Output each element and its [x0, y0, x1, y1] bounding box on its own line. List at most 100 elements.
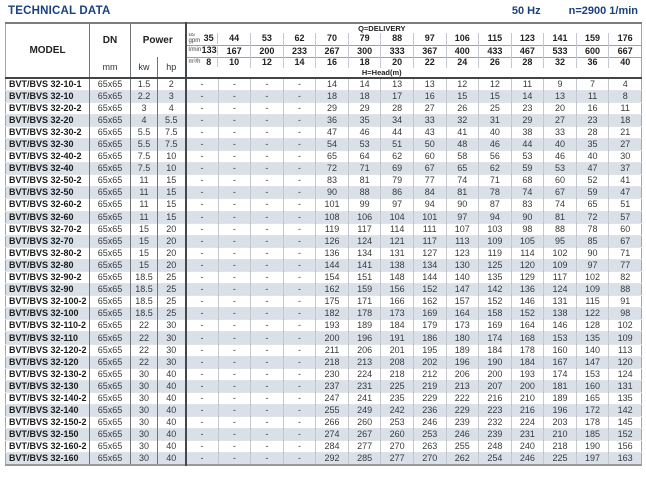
head-value-cell: -: [218, 114, 252, 127]
head-value-cell: 138: [380, 259, 414, 273]
head-value-cell: 185: [576, 428, 610, 442]
kw-cell: 22: [130, 331, 158, 345]
head-value-cell: 13: [380, 78, 414, 91]
head-value-cell: -: [283, 186, 317, 200]
gpm-cell: 106: [446, 33, 480, 45]
dn-cell: 65x65: [89, 259, 131, 273]
head-value-cell: 131: [543, 295, 577, 309]
head-value-cell: -: [185, 344, 219, 357]
head-value-cell: -: [283, 428, 317, 442]
head-value-cell: 134: [348, 247, 382, 260]
kw-cell: 4: [130, 114, 158, 127]
table-row: BVT/BVS 32-10-1 65x65 1.5 2- - - -14 14 13 13 12 12…: [5, 78, 642, 91]
hp-cell: 25: [157, 271, 187, 285]
head-value-cell: -: [218, 368, 252, 381]
model-cell: BVT/BVS 32-40: [5, 162, 90, 176]
head-value-cell: -: [250, 162, 284, 176]
head-value-cell: 230: [315, 368, 349, 381]
head-value-cell: -: [250, 368, 284, 381]
head-value-cell: -: [250, 428, 284, 442]
head-value-cell: 152: [413, 283, 447, 297]
head-value-cell: 95: [543, 235, 577, 248]
head-value-cell: -: [283, 211, 317, 224]
lmin-cell: 433: [478, 44, 512, 57]
head-value-cell: 284: [315, 440, 349, 454]
head-value-cell: 135: [608, 392, 642, 406]
head-value-cell: 20: [543, 102, 577, 115]
head-value-cell: 124: [543, 283, 577, 297]
head-value-cell: 239: [478, 428, 512, 442]
head-value-cell: -: [218, 162, 252, 176]
head-value-cell: -: [185, 392, 219, 406]
head-value-cell: 67: [413, 162, 447, 176]
head-value-cell: 71: [478, 174, 512, 188]
m3h-cell: 14: [283, 56, 317, 68]
model-cell: BVT/BVS 32-60: [5, 211, 90, 224]
head-value-cell: 83: [315, 174, 349, 188]
head-value-cell: 140: [446, 271, 480, 285]
head-value-cell: -: [283, 223, 317, 236]
head-value-cell: 41: [446, 126, 480, 139]
head-value-cell: -: [218, 440, 252, 454]
head-value-cell: -: [250, 247, 284, 260]
head-value-cell: 163: [608, 452, 642, 466]
gpm-unit-label: us gpm: [188, 33, 201, 44]
head-value-cell: -: [283, 78, 317, 91]
kw-cell: 18.5: [130, 283, 158, 297]
head-value-cell: 216: [511, 404, 545, 418]
table-row: BVT/BVS 32-130-2 65x65 30 40- - - -230 224 218 21…: [5, 368, 642, 381]
head-value-cell: 103: [478, 223, 512, 236]
head-value-cell: 53: [348, 138, 382, 152]
gpm-value: 35: [203, 33, 214, 44]
table-row: BVT/BVS 32-160-2 65x65 30 40- - - -284 277 270 26…: [5, 440, 642, 454]
head-value-cell: 225: [380, 380, 414, 393]
head-value-cell: 40: [543, 138, 577, 152]
dn-cell: 65x65: [89, 295, 131, 309]
head-value-cell: -: [283, 235, 317, 248]
m3h-cell: 40: [608, 56, 642, 68]
dn-cell: 65x65: [89, 174, 131, 188]
head-value-cell: 270: [413, 452, 447, 466]
head-value-cell: 181: [543, 380, 577, 393]
dn-column-header: DN: [89, 23, 131, 57]
head-value-cell: -: [185, 295, 219, 309]
head-value-cell: 206: [348, 344, 382, 357]
head-value-cell: -: [283, 416, 317, 430]
gpm-cell: us gpm 35: [187, 33, 219, 45]
head-value-cell: -: [250, 283, 284, 297]
head-value-cell: 90: [446, 198, 480, 212]
head-value-cell: 51: [608, 198, 642, 212]
head-value-cell: -: [218, 307, 252, 321]
head-value-cell: -: [218, 198, 252, 212]
head-value-cell: 52: [576, 174, 610, 188]
head-value-cell: 224: [348, 368, 382, 381]
head-value-cell: 142: [608, 404, 642, 418]
head-value-cell: -: [185, 440, 219, 454]
head-value-cell: 171: [348, 295, 382, 309]
head-value-cell: 68: [511, 174, 545, 188]
head-value-cell: 158: [478, 307, 512, 321]
head-value-cell: 225: [543, 452, 577, 466]
head-value-cell: 107: [446, 223, 480, 236]
hp-cell: 3: [157, 90, 187, 103]
m3h-value: 8: [206, 57, 212, 67]
head-value-cell: 7: [576, 78, 610, 91]
head-value-cell: 41: [608, 174, 642, 188]
kw-cell: 3: [130, 102, 158, 115]
head-value-cell: 98: [608, 307, 642, 321]
head-value-cell: 27: [543, 114, 577, 127]
lmin-cell: 400: [446, 44, 480, 57]
head-value-cell: 146: [543, 319, 577, 333]
head-value-cell: -: [283, 440, 317, 454]
head-value-cell: -: [185, 198, 219, 212]
head-value-cell: 4: [608, 78, 642, 91]
head-value-cell: 119: [315, 223, 349, 236]
head-value-cell: -: [218, 380, 252, 393]
hp-cell: 25: [157, 307, 187, 321]
head-value-cell: -: [185, 162, 219, 176]
head-value-cell: 27: [413, 102, 447, 115]
head-value-cell: 135: [478, 271, 512, 285]
head-value-cell: 102: [543, 247, 577, 260]
head-value-cell: 174: [478, 331, 512, 345]
model-cell: BVT/BVS 32-120-2: [5, 344, 90, 357]
